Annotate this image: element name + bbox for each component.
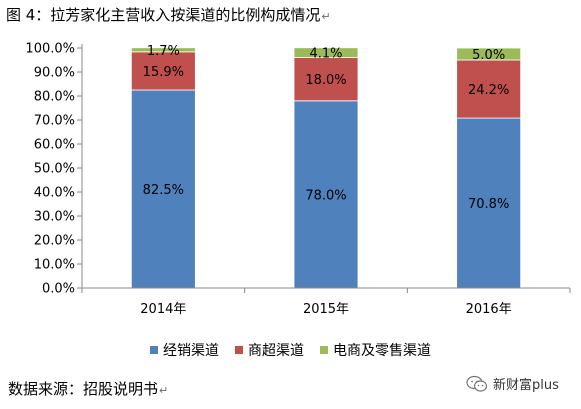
paragraph-mark: ↵ [321, 10, 331, 23]
bar-segment [130, 89, 196, 289]
y-tick-label: 60.0% [34, 138, 75, 153]
y-tick-label: 50.0% [34, 162, 75, 177]
legend-swatch [320, 346, 328, 354]
stacked-bar-chart: 0.0% 10.0% 20.0% 30.0% 40.0% 50.0% 60.0% 70.0% 8… [25, 42, 571, 317]
y-tick-label: 90.0% [34, 66, 75, 81]
data-label: 24.2% [468, 83, 509, 98]
x-tick-label: 2015年 [303, 302, 349, 317]
y-axis-ticks: 0.0% 10.0% 20.0% 30.0% 40.0% 50.0% 60.0% 70.0% 8… [25, 42, 82, 297]
data-label: 1.7% [147, 44, 180, 59]
watermark: 新财富plus [466, 374, 559, 393]
source-paragraph-mark: ↵ [159, 384, 169, 397]
chart-title-text: 图 4：拉芳家化主营收入按渠道的比例构成情况 [6, 6, 321, 24]
source-note: 数据来源：招股说明书↵ [8, 378, 168, 399]
data-label: 70.8% [468, 197, 509, 212]
y-tick-label: 20.0% [34, 234, 75, 249]
source-text: 数据来源：招股说明书 [8, 380, 159, 398]
legend-item: 电商及零售渠道 [320, 340, 431, 360]
legend-label: 电商及零售渠道 [333, 343, 431, 359]
bar-segment [456, 59, 522, 119]
y-tick-label: 40.0% [34, 186, 75, 201]
data-label: 15.9% [143, 65, 184, 80]
bar-segment [456, 47, 522, 61]
bar-segment [293, 100, 359, 289]
bar-segment [130, 51, 196, 91]
wechat-icon [466, 375, 488, 392]
y-tick-label: 0.0% [42, 282, 75, 297]
chart-title: 图 4：拉芳家化主营收入按渠道的比例构成情况↵ [6, 4, 331, 25]
bars [130, 47, 522, 289]
y-tick-label: 80.0% [34, 90, 75, 105]
legend-label: 商超渠道 [248, 343, 304, 359]
data-label: 5.0% [472, 48, 505, 63]
legend-item: 商超渠道 [235, 340, 304, 360]
y-tick-label: 70.0% [34, 114, 75, 129]
legend-label: 经销渠道 [163, 343, 219, 359]
legend-swatch [235, 346, 243, 354]
data-label: 78.0% [305, 188, 346, 203]
y-tick-label: 100.0% [25, 42, 75, 57]
x-axis-labels: 2014年 2015年 2016年 [81, 288, 571, 317]
bar-segment [293, 47, 359, 58]
legend: 经销渠道 商超渠道 电商及零售渠道 [0, 340, 581, 360]
x-tick-label: 2014年 [140, 302, 186, 317]
data-labels: 82.5% 15.9% 1.7% 78.0% 18.0% 4.1% 70.8% 24.2% 5.… [143, 44, 510, 212]
watermark-text: 新财富plus [493, 378, 559, 393]
legend-swatch [150, 346, 158, 354]
bar-segment [293, 57, 359, 102]
legend-item: 经销渠道 [150, 340, 219, 360]
y-tick-label: 10.0% [34, 258, 75, 273]
data-label: 82.5% [143, 183, 184, 198]
bar-segment [130, 47, 196, 53]
y-tick-label: 30.0% [34, 210, 75, 225]
x-tick-label: 2016年 [466, 302, 512, 317]
data-label: 4.1% [309, 47, 342, 62]
data-label: 18.0% [305, 73, 346, 88]
